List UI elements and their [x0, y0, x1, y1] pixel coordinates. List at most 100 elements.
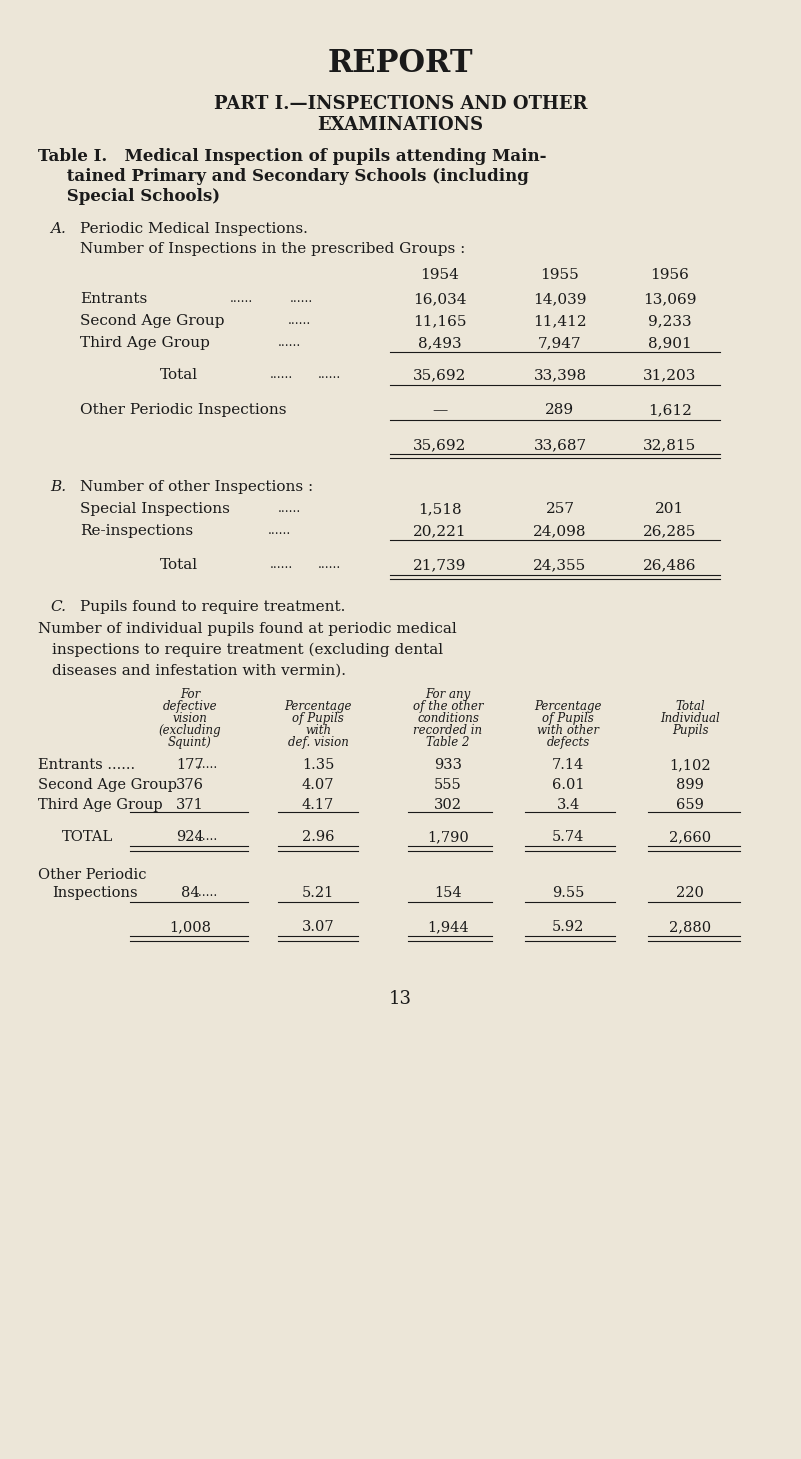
Text: A.: A.: [50, 222, 66, 236]
Text: 5.74: 5.74: [552, 830, 584, 843]
Text: Third Age Group: Third Age Group: [80, 336, 210, 350]
Text: def. vision: def. vision: [288, 735, 348, 748]
Text: Entrants ......: Entrants ......: [38, 759, 135, 772]
Text: Re-inspections: Re-inspections: [80, 524, 193, 538]
Text: 33,687: 33,687: [533, 438, 586, 452]
Text: Total: Total: [160, 557, 198, 572]
Text: 13: 13: [389, 991, 412, 1008]
Text: 4.17: 4.17: [302, 798, 334, 813]
Text: vision: vision: [172, 712, 207, 725]
Text: of the other: of the other: [413, 700, 483, 713]
Text: 26,285: 26,285: [643, 524, 697, 538]
Text: with other: with other: [537, 724, 599, 737]
Text: 933: 933: [434, 759, 462, 772]
Text: Special Inspections: Special Inspections: [80, 502, 230, 516]
Text: ......: ......: [290, 292, 313, 305]
Text: 7.14: 7.14: [552, 759, 584, 772]
Text: ......: ......: [195, 886, 218, 899]
Text: B.: B.: [50, 480, 66, 495]
Text: 1.35: 1.35: [302, 759, 334, 772]
Text: Table I.   Medical Inspection of pupils attending Main-: Table I. Medical Inspection of pupils at…: [38, 147, 546, 165]
Text: 177: 177: [176, 759, 203, 772]
Text: diseases and infestation with vermin).: diseases and infestation with vermin).: [52, 664, 346, 678]
Text: —: —: [433, 403, 448, 417]
Text: Other Periodic: Other Periodic: [38, 868, 147, 883]
Text: with: with: [305, 724, 331, 737]
Text: 7,947: 7,947: [538, 336, 582, 350]
Text: 84: 84: [181, 886, 199, 900]
Text: Entrants: Entrants: [80, 292, 147, 306]
Text: 1954: 1954: [421, 268, 460, 282]
Text: recorded in: recorded in: [413, 724, 482, 737]
Text: conditions: conditions: [417, 712, 479, 725]
Text: ......: ......: [318, 557, 341, 570]
Text: Total: Total: [160, 368, 198, 382]
Text: 371: 371: [176, 798, 204, 813]
Text: 289: 289: [545, 403, 574, 417]
Text: 1955: 1955: [541, 268, 579, 282]
Text: ......: ......: [278, 502, 301, 515]
Text: 899: 899: [676, 778, 704, 792]
Text: ......: ......: [288, 314, 312, 327]
Text: tained Primary and Secondary Schools (including: tained Primary and Secondary Schools (in…: [38, 168, 529, 185]
Text: 11,412: 11,412: [533, 314, 587, 328]
Text: 20,221: 20,221: [413, 524, 467, 538]
Text: 201: 201: [655, 502, 685, 516]
Text: 8,901: 8,901: [648, 336, 692, 350]
Text: 2,880: 2,880: [669, 921, 711, 934]
Text: 9,233: 9,233: [648, 314, 692, 328]
Text: Second Age Group: Second Age Group: [38, 778, 177, 792]
Text: 35,692: 35,692: [413, 438, 467, 452]
Text: For: For: [180, 689, 200, 700]
Text: 257: 257: [545, 502, 574, 516]
Text: 9.55: 9.55: [552, 886, 584, 900]
Text: For any: For any: [425, 689, 471, 700]
Text: Inspections: Inspections: [52, 886, 138, 900]
Text: defects: defects: [546, 735, 590, 748]
Text: C.: C.: [50, 600, 66, 614]
Text: REPORT: REPORT: [328, 48, 473, 79]
Text: 6.01: 6.01: [552, 778, 584, 792]
Text: 24,098: 24,098: [533, 524, 587, 538]
Text: 376: 376: [176, 778, 204, 792]
Text: 3.4: 3.4: [557, 798, 580, 813]
Text: 659: 659: [676, 798, 704, 813]
Text: PART I.—INSPECTIONS AND OTHER: PART I.—INSPECTIONS AND OTHER: [214, 95, 587, 112]
Text: ......: ......: [270, 368, 293, 381]
Text: ......: ......: [230, 292, 253, 305]
Text: 5.92: 5.92: [552, 921, 584, 934]
Text: 1,790: 1,790: [427, 830, 469, 843]
Text: Pupils: Pupils: [672, 724, 708, 737]
Text: 1,944: 1,944: [427, 921, 469, 934]
Text: 5.21: 5.21: [302, 886, 334, 900]
Text: of Pupils: of Pupils: [542, 712, 594, 725]
Text: Number of individual pupils found at periodic medical: Number of individual pupils found at per…: [38, 622, 457, 636]
Text: Total: Total: [675, 700, 705, 713]
Text: defective: defective: [163, 700, 217, 713]
Text: Second Age Group: Second Age Group: [80, 314, 224, 328]
Text: 1,612: 1,612: [648, 403, 692, 417]
Text: ......: ......: [268, 524, 292, 537]
Text: 2.96: 2.96: [302, 830, 334, 843]
Text: 2,660: 2,660: [669, 830, 711, 843]
Text: Percentage: Percentage: [284, 700, 352, 713]
Text: 220: 220: [676, 886, 704, 900]
Text: ......: ......: [278, 336, 301, 349]
Text: 302: 302: [434, 798, 462, 813]
Text: inspections to require treatment (excluding dental: inspections to require treatment (exclud…: [52, 643, 443, 658]
Text: 33,398: 33,398: [533, 368, 586, 382]
Text: 14,039: 14,039: [533, 292, 587, 306]
Text: 16,034: 16,034: [413, 292, 467, 306]
Text: ......: ......: [195, 759, 218, 770]
Text: ......: ......: [270, 557, 293, 570]
Text: of Pupils: of Pupils: [292, 712, 344, 725]
Text: Periodic Medical Inspections.: Periodic Medical Inspections.: [80, 222, 308, 236]
Text: Other Periodic Inspections: Other Periodic Inspections: [80, 403, 287, 417]
Text: 1956: 1956: [650, 268, 690, 282]
Text: 32,815: 32,815: [643, 438, 697, 452]
Text: Third Age Group: Third Age Group: [38, 798, 163, 813]
Text: 555: 555: [434, 778, 462, 792]
Text: Table 2: Table 2: [426, 735, 469, 748]
Text: 35,692: 35,692: [413, 368, 467, 382]
Text: 13,069: 13,069: [643, 292, 697, 306]
